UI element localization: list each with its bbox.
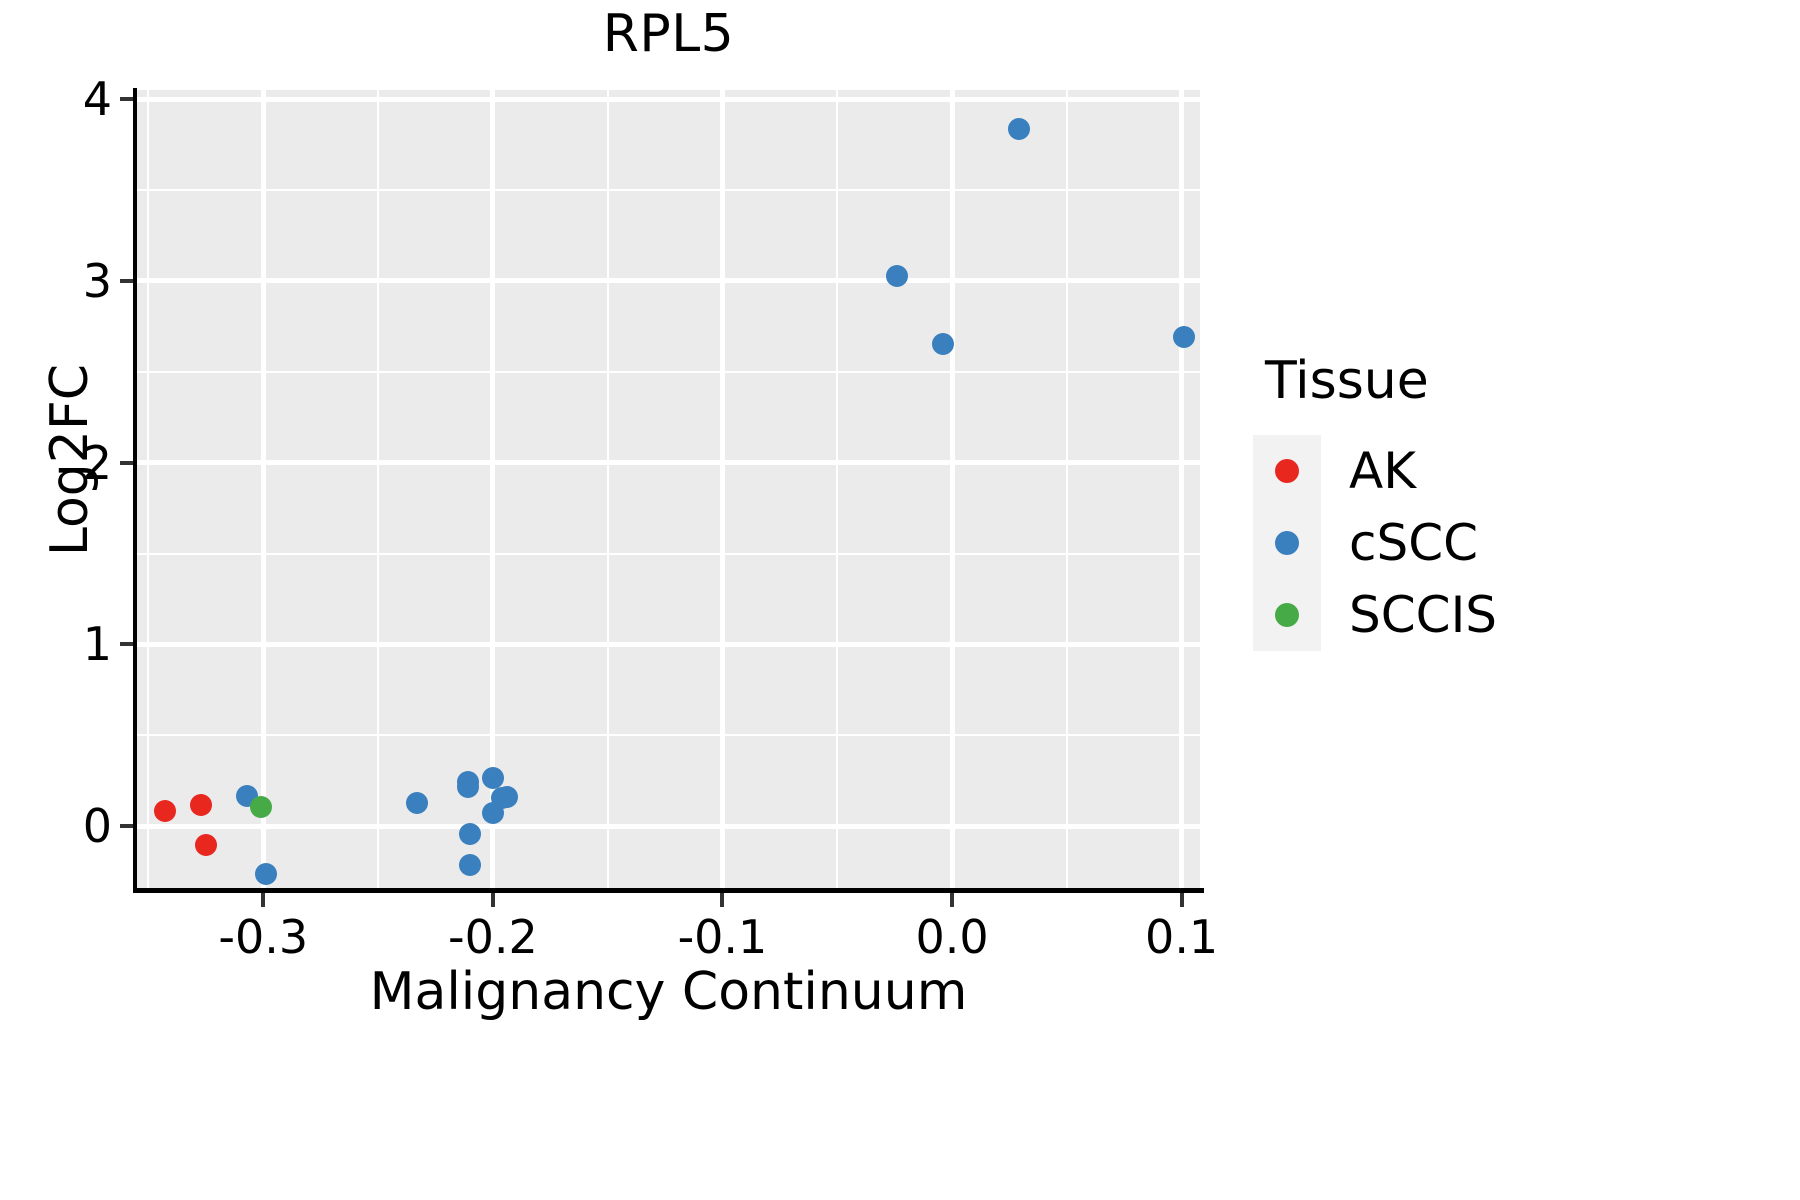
legend-item-ak[interactable]: AK	[1253, 435, 1773, 507]
data-point-ak	[153, 799, 176, 822]
x-axis-tick	[1179, 893, 1184, 907]
chart-title: RPL5	[602, 4, 735, 64]
legend-item-label: cSCC	[1349, 514, 1479, 572]
x-axis-tick-label: 0.1	[1145, 910, 1219, 964]
data-point-ak	[194, 834, 217, 857]
data-point-cscc	[458, 854, 481, 877]
x-axis-tick	[261, 893, 266, 907]
data-point-cscc	[458, 823, 481, 846]
x-axis-line	[133, 888, 1204, 893]
legend-item-cscc[interactable]: cSCC	[1253, 507, 1773, 579]
data-point-sccis	[249, 796, 272, 819]
legend-dot-icon	[1275, 459, 1299, 483]
grid-line	[377, 90, 380, 888]
data-point-cscc	[495, 786, 518, 809]
legend-key-swatch	[1253, 435, 1321, 507]
data-point-ak	[190, 794, 213, 817]
x-axis-tick	[720, 893, 725, 907]
legend-item-label: AK	[1349, 442, 1416, 500]
grid-line	[137, 641, 1200, 647]
data-point-cscc	[931, 332, 954, 355]
x-axis-label: Malignancy Continuum	[369, 962, 968, 1022]
grid-line	[137, 823, 1200, 829]
y-axis-label: Log2FC	[40, 363, 100, 557]
grid-line	[137, 96, 1200, 102]
legend-item-sccis[interactable]: SCCIS	[1253, 579, 1773, 651]
x-axis-tick-label: -0.1	[677, 910, 768, 964]
grid-line	[137, 734, 1200, 737]
grid-line	[137, 460, 1200, 466]
grid-line	[137, 278, 1200, 284]
grid-line	[147, 90, 150, 888]
y-axis-tick-label: 0	[82, 799, 112, 854]
y-axis-tick-label: 4	[82, 72, 112, 127]
x-axis-tick-label: -0.3	[218, 910, 309, 964]
legend-items: AK cSCC SCCIS	[1253, 435, 1773, 651]
grid-line	[490, 90, 496, 888]
grid-line	[606, 90, 609, 888]
grid-line	[137, 188, 1200, 191]
y-axis-tick-label: 1	[82, 617, 112, 672]
grid-line	[719, 90, 725, 888]
legend-dot-icon	[1275, 603, 1299, 627]
grid-line	[260, 90, 266, 888]
data-point-cscc	[1172, 326, 1195, 349]
data-point-cscc	[406, 792, 429, 815]
data-point-cscc	[885, 265, 908, 288]
y-axis-line	[133, 88, 137, 890]
legend-item-label: SCCIS	[1349, 586, 1498, 644]
y-axis-tick-label: 3	[82, 253, 112, 308]
data-point-cscc	[481, 767, 504, 790]
grid-line	[836, 90, 839, 888]
legend-dot-icon	[1275, 531, 1299, 555]
y-axis-tick	[120, 460, 133, 465]
grid-line	[1065, 90, 1068, 888]
legend-key-swatch	[1253, 507, 1321, 579]
y-axis-tick-label: 2	[82, 435, 112, 490]
plot-panel	[137, 90, 1200, 888]
x-axis-tick-label: -0.2	[447, 910, 538, 964]
grid-line	[1179, 90, 1185, 888]
legend-title: Tissue	[1265, 351, 1429, 411]
x-axis-tick-label: 0.0	[915, 910, 989, 964]
data-point-cscc	[456, 770, 479, 793]
grid-line	[949, 90, 955, 888]
data-point-cscc	[1007, 118, 1030, 141]
y-axis-tick	[120, 824, 133, 829]
y-axis-tick	[120, 97, 133, 102]
x-axis-tick	[490, 893, 495, 907]
y-axis-tick	[120, 278, 133, 283]
legend: Tissue AK cSCC SCCIS	[1253, 355, 1773, 651]
grid-line	[137, 370, 1200, 373]
x-axis-tick	[950, 893, 955, 907]
y-axis-tick	[120, 642, 133, 647]
data-point-cscc	[254, 863, 277, 886]
grid-line	[137, 552, 1200, 555]
legend-key-swatch	[1253, 579, 1321, 651]
